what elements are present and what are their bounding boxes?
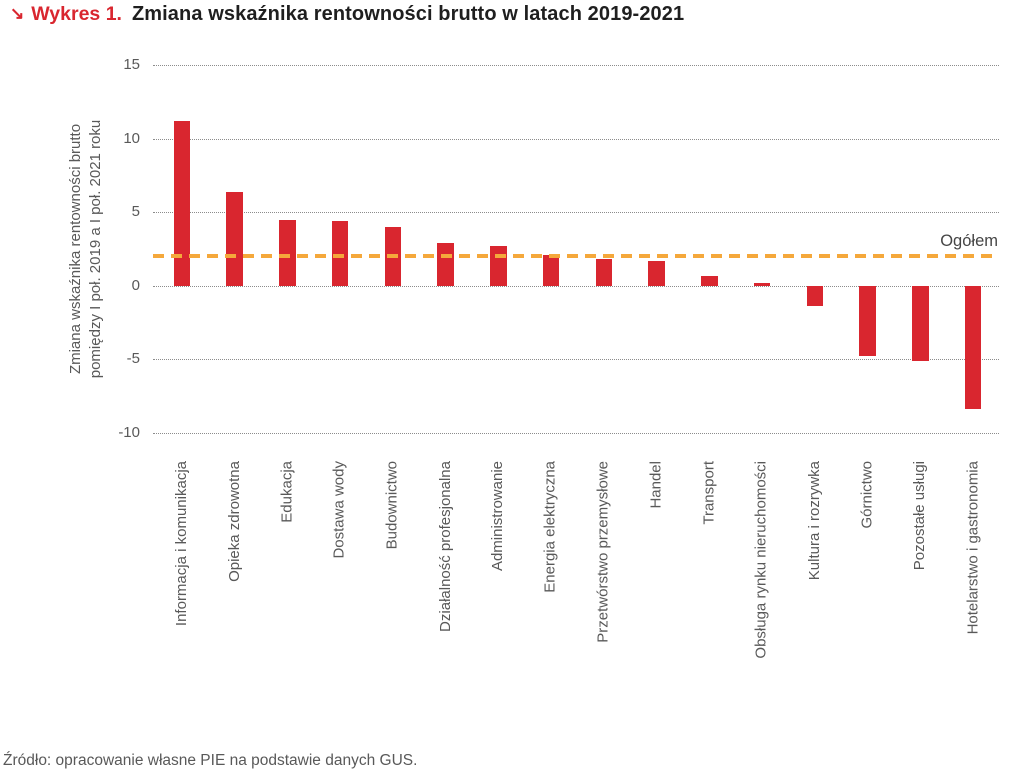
x-axis-label: Administrowanie — [489, 461, 507, 572]
x-axis-label: Edukacja — [278, 461, 296, 523]
bar — [279, 219, 296, 286]
x-axis-label: Energia elektryczna — [542, 461, 559, 593]
x-axis-label: Budownictwo — [383, 461, 401, 550]
chart-title: Zmiana wskaźnika rentowności brutto w la… — [131, 3, 685, 25]
x-axis-label: Dostawa wody — [331, 461, 348, 559]
gridline — [153, 212, 999, 214]
x-axis-label: Górnictwo — [858, 461, 876, 529]
figure-arrow-icon: ↘ — [10, 4, 25, 23]
bar — [859, 285, 876, 357]
bar — [595, 259, 612, 286]
bar — [806, 285, 823, 307]
x-axis-label: Informacja i komunikacja — [172, 461, 190, 627]
bar — [964, 285, 982, 410]
y-tick-label: 15 — [123, 56, 140, 73]
bar — [648, 260, 665, 286]
y-axis-label: Zmiana wskaźnika rentowności brutto pomi… — [66, 120, 106, 379]
x-axis-label: Obsługa rynku nieruchomości — [753, 461, 770, 659]
y-tick-label: 0 — [131, 276, 140, 294]
x-axis-label: Hotelarstwo i gastronomia — [964, 461, 981, 635]
y-tick-label: 5 — [131, 203, 140, 221]
x-axis-label: Transport — [700, 461, 718, 525]
gridline — [153, 433, 999, 434]
bar — [437, 243, 454, 286]
x-axis-label: Działalność profesjonalna — [436, 461, 454, 632]
x-axis-label: Pozostałe usługi — [911, 461, 929, 571]
figure-number-label: Wykres 1. — [31, 3, 122, 25]
bar — [331, 221, 349, 286]
y-axis-label-line1: Zmiana wskaźnika rentowności brutto — [67, 123, 85, 375]
y-tick-label: -5 — [126, 350, 140, 368]
x-axis-label: Przetwórstwo przemysłowe — [594, 461, 612, 643]
y-tick-label: 10 — [123, 129, 140, 147]
bar — [701, 275, 718, 286]
bar — [490, 246, 507, 286]
y-axis-label-line2: pomiędzy I poł. 2019 a I poł. 2021 roku — [87, 119, 104, 379]
x-axis-label: Opieka zdrowotna — [225, 461, 243, 582]
gridline — [153, 359, 999, 361]
bar — [912, 285, 929, 361]
y-tick-label: -10 — [118, 424, 140, 441]
bar — [226, 191, 243, 286]
gridline — [153, 138, 999, 140]
gridline — [153, 285, 999, 287]
reference-line-label: Ogółem — [940, 232, 998, 251]
x-axis-label: Handel — [647, 461, 665, 509]
x-axis-label: Kultura i rozrywka — [805, 461, 823, 581]
chart-header: ↘ Wykres 1. Zmiana wskaźnika rentowności… — [10, 3, 684, 26]
bar — [173, 120, 190, 286]
reference-line — [153, 254, 999, 259]
gridline — [153, 65, 999, 66]
source-note: Źródło: opracowanie własne PIE na podsta… — [3, 752, 418, 769]
bar — [542, 254, 560, 286]
bar — [753, 282, 771, 286]
